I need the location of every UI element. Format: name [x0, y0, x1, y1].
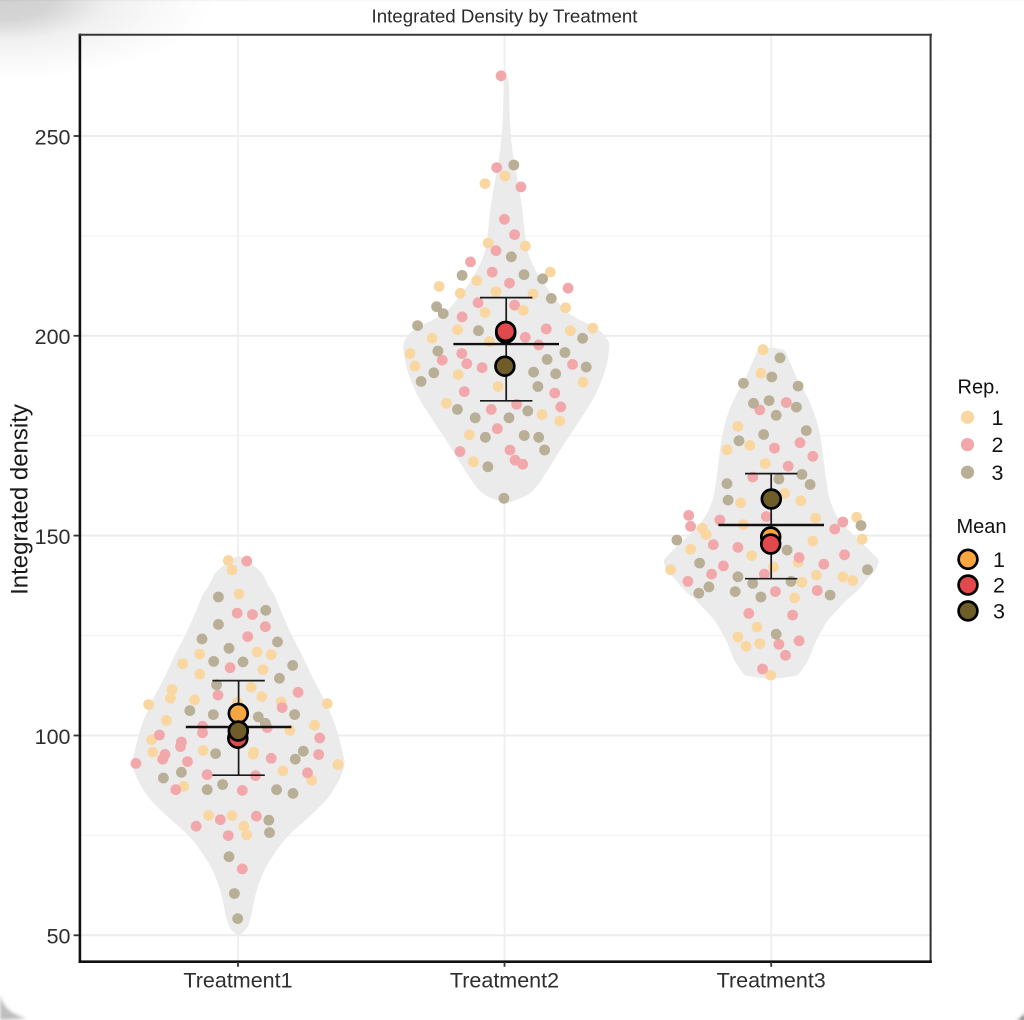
svg-text:1: 1 — [992, 406, 1004, 430]
svg-text:2: 2 — [992, 433, 1004, 457]
svg-text:Rep.: Rep. — [958, 377, 1000, 399]
svg-text:1: 1 — [993, 548, 1005, 572]
svg-text:Treatment2: Treatment2 — [450, 969, 559, 993]
svg-text:2: 2 — [993, 574, 1005, 598]
svg-text:Integrated density: Integrated density — [7, 404, 34, 595]
svg-text:Treatment3: Treatment3 — [717, 969, 826, 993]
svg-text:3: 3 — [992, 461, 1004, 485]
svg-text:3: 3 — [993, 600, 1005, 624]
svg-text:50: 50 — [47, 925, 71, 949]
svg-text:100: 100 — [35, 725, 71, 749]
svg-text:Mean: Mean — [957, 516, 1007, 538]
svg-text:Treatment1: Treatment1 — [183, 969, 292, 993]
svg-text:150: 150 — [35, 525, 71, 549]
